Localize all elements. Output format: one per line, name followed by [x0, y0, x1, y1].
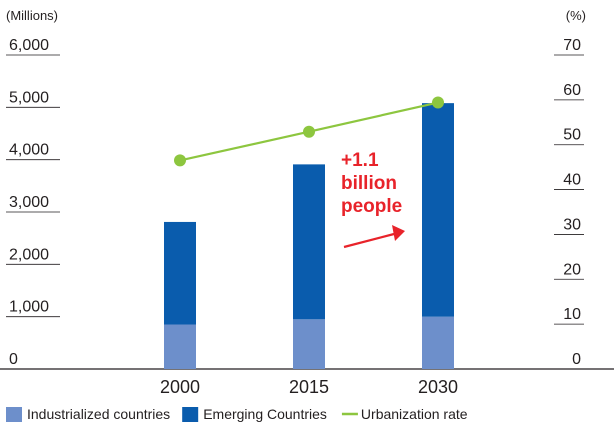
bar-emerging — [164, 221, 196, 325]
legend-label: Urbanization rate — [361, 406, 468, 422]
right-tick-label: 70 — [563, 37, 581, 54]
annotation-text: +1.1 — [341, 150, 379, 171]
right-tick-label: 0 — [572, 351, 581, 368]
urbanization-point — [432, 96, 444, 109]
bar-emerging — [293, 164, 325, 320]
bar-industrialized — [293, 319, 325, 369]
annotation-arrow-shaft — [343, 232, 395, 249]
left-tick-label: 5,000 — [9, 89, 49, 106]
left-tick-label: 1,000 — [9, 299, 49, 316]
legend-label: Industrialized countries — [27, 406, 170, 422]
annotation-text: people — [341, 196, 402, 217]
bars — [164, 103, 454, 369]
x-category-label: 2030 — [418, 377, 458, 397]
left-tick-label: 6,000 — [9, 37, 49, 54]
right-tick-label: 10 — [563, 306, 581, 323]
legend-label: Emerging Countries — [203, 406, 327, 422]
bar-industrialized — [164, 324, 196, 369]
left-axis-unit: (Millions) — [6, 8, 58, 23]
urbanization-line — [174, 96, 444, 167]
bar-emerging — [422, 103, 454, 317]
x-category-label: 2015 — [289, 377, 329, 397]
legend-swatch — [6, 407, 22, 422]
right-axis-unit: (%) — [566, 8, 586, 23]
annotation-text: billion — [341, 173, 397, 194]
legend-swatch — [182, 407, 199, 422]
left-tick-label: 2,000 — [9, 246, 49, 263]
left-tick-label: 0 — [9, 351, 18, 368]
legend: Industrialized countries Emerging Countri… — [6, 406, 468, 422]
left-tick-label: 4,000 — [9, 142, 49, 159]
right-tick-label: 30 — [563, 216, 581, 233]
annotation-arrowhead — [392, 225, 405, 241]
left-tick-label: 3,000 — [9, 194, 49, 211]
axes: (Millions) (%) 0 1,000 2,000 3,000 4,000 5,000 6… — [0, 8, 614, 370]
bar-industrialized — [422, 316, 454, 369]
urbanization-point — [303, 125, 315, 138]
urbanization-point — [174, 154, 186, 167]
x-category-label: 2000 — [160, 377, 200, 397]
right-tick-label: 20 — [563, 261, 581, 278]
right-tick-label: 40 — [563, 172, 581, 189]
right-tick-label: 60 — [563, 82, 581, 99]
category-labels: 2000 2015 2030 — [160, 377, 458, 397]
right-tick-label: 50 — [563, 127, 581, 144]
